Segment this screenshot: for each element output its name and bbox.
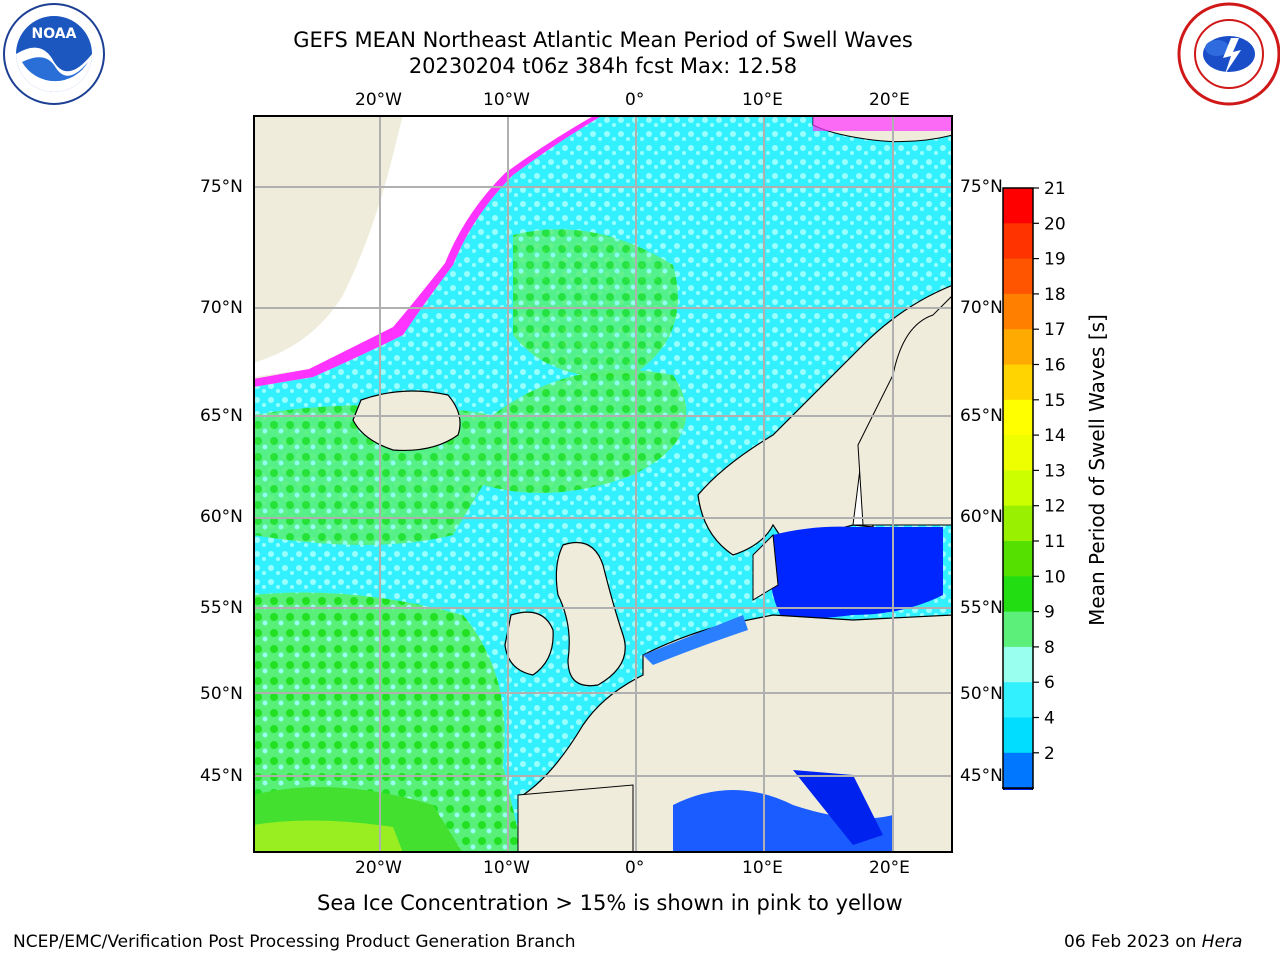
colorbar-swatch (1003, 576, 1033, 613)
colorbar-border (1002, 187, 1034, 789)
lat-label-left-50n: 50°N (200, 684, 243, 704)
lon-label-top-20w: 20°W (355, 90, 402, 110)
lat-label-left-45n: 45°N (200, 766, 243, 786)
lon-label-top-20e: 20°E (869, 90, 910, 110)
colorbar-swatch (1003, 293, 1033, 330)
footer-host: Hera (1201, 932, 1243, 952)
footer-date-text: 06 Feb 2023 on (1064, 932, 1202, 952)
colorbar-swatch (1003, 611, 1033, 648)
colorbar-swatch (1003, 717, 1033, 754)
lat-label-right-60n: 60°N (960, 507, 1003, 527)
colorbar-swatch (1003, 682, 1033, 718)
lon-label-bottom-20w: 20°W (355, 858, 402, 878)
colorbar-swatch (1003, 435, 1033, 471)
lon-label-top-10w: 10°W (483, 90, 530, 110)
colorbar-tick-label: 4 (1044, 709, 1055, 729)
lat-label-left-60n: 60°N (200, 507, 243, 527)
lat-label-right-45n: 45°N (960, 766, 1003, 786)
colorbar-tick-label: 13 (1044, 461, 1066, 481)
lat-label-right-75n: 75°N (960, 177, 1003, 197)
lat-label-right-65n: 65°N (960, 406, 1003, 426)
colorbar-tick-label: 15 (1044, 391, 1066, 411)
colorbar-tick-label: 10 (1044, 567, 1066, 587)
colorbar-tick-label: 16 (1044, 356, 1066, 376)
colorbar-tick-label: 20 (1044, 214, 1066, 234)
colorbar-tick-label: 14 (1044, 426, 1066, 446)
lon-label-bottom-20e: 20°E (869, 858, 910, 878)
lat-label-left-75n: 75°N (200, 177, 243, 197)
sea-ice-caption: Sea Ice Concentration > 15% is shown in … (317, 891, 903, 915)
colorbar-swatch (1003, 646, 1033, 683)
colorbar-tick-label: 11 (1044, 532, 1066, 552)
colorbar-swatch (1003, 541, 1033, 577)
colorbar-swatch (1003, 329, 1033, 365)
colorbar-swatch (1003, 399, 1033, 436)
lon-label-bottom-10w: 10°W (483, 858, 530, 878)
noaa-logo: NOAA (3, 3, 105, 105)
lat-label-left-70n: 70°N (200, 298, 243, 318)
lon-label-bottom-10e: 10°E (742, 858, 783, 878)
colorbar-tick-label: 2 (1044, 744, 1055, 764)
footer-date: 06 Feb 2023 on Hera (1064, 932, 1242, 952)
colorbar-tick-label: 18 (1044, 285, 1066, 305)
colorbar-tick-label: 19 (1044, 250, 1066, 270)
colorbar-tick-label: 21 (1044, 180, 1066, 199)
lat-label-right-50n: 50°N (960, 684, 1003, 704)
colorbar-tick-label: 6 (1044, 673, 1055, 693)
colorbar-tick-label: 17 (1044, 320, 1066, 340)
lon-label-top-10e: 10°E (742, 90, 783, 110)
colorbar: 21 20 19 18 17 16 15 14 13 12 11 10 9 8 6 4 2 (1001, 180, 1066, 790)
colorbar-title: Mean Period of Swell Waves [s] (1085, 314, 1109, 626)
lon-label-bottom-0: 0° (625, 858, 645, 878)
lat-label-left-65n: 65°N (200, 406, 243, 426)
colorbar-swatch (1003, 505, 1033, 542)
colorbar-tick-label: 8 (1044, 638, 1055, 658)
swell-period-map (253, 115, 953, 853)
colorbar-tick-label: 12 (1044, 497, 1066, 517)
colorbar-swatch (1003, 470, 1033, 507)
colorbar-swatch (1003, 188, 1033, 224)
colorbar-swatch (1003, 258, 1033, 295)
lat-label-right-55n: 55°N (960, 598, 1003, 618)
lat-label-right-70n: 70°N (960, 298, 1003, 318)
lat-label-left-55n: 55°N (200, 598, 243, 618)
chart-title: GEFS MEAN Northeast Atlantic Mean Period… (293, 28, 913, 52)
nws-logo (1177, 2, 1280, 106)
colorbar-swatch (1003, 752, 1033, 789)
lon-label-top-0: 0° (625, 90, 645, 110)
colorbar-swatch (1003, 364, 1033, 401)
chart-subtitle: 20230204 t06z 384h fcst Max: 12.58 (408, 54, 798, 78)
svg-text:NOAA: NOAA (32, 26, 77, 42)
footer-organization: NCEP/EMC/Verification Post Processing Pr… (13, 932, 576, 952)
colorbar-swatch (1003, 223, 1033, 260)
colorbar-tick-label: 9 (1044, 603, 1055, 623)
